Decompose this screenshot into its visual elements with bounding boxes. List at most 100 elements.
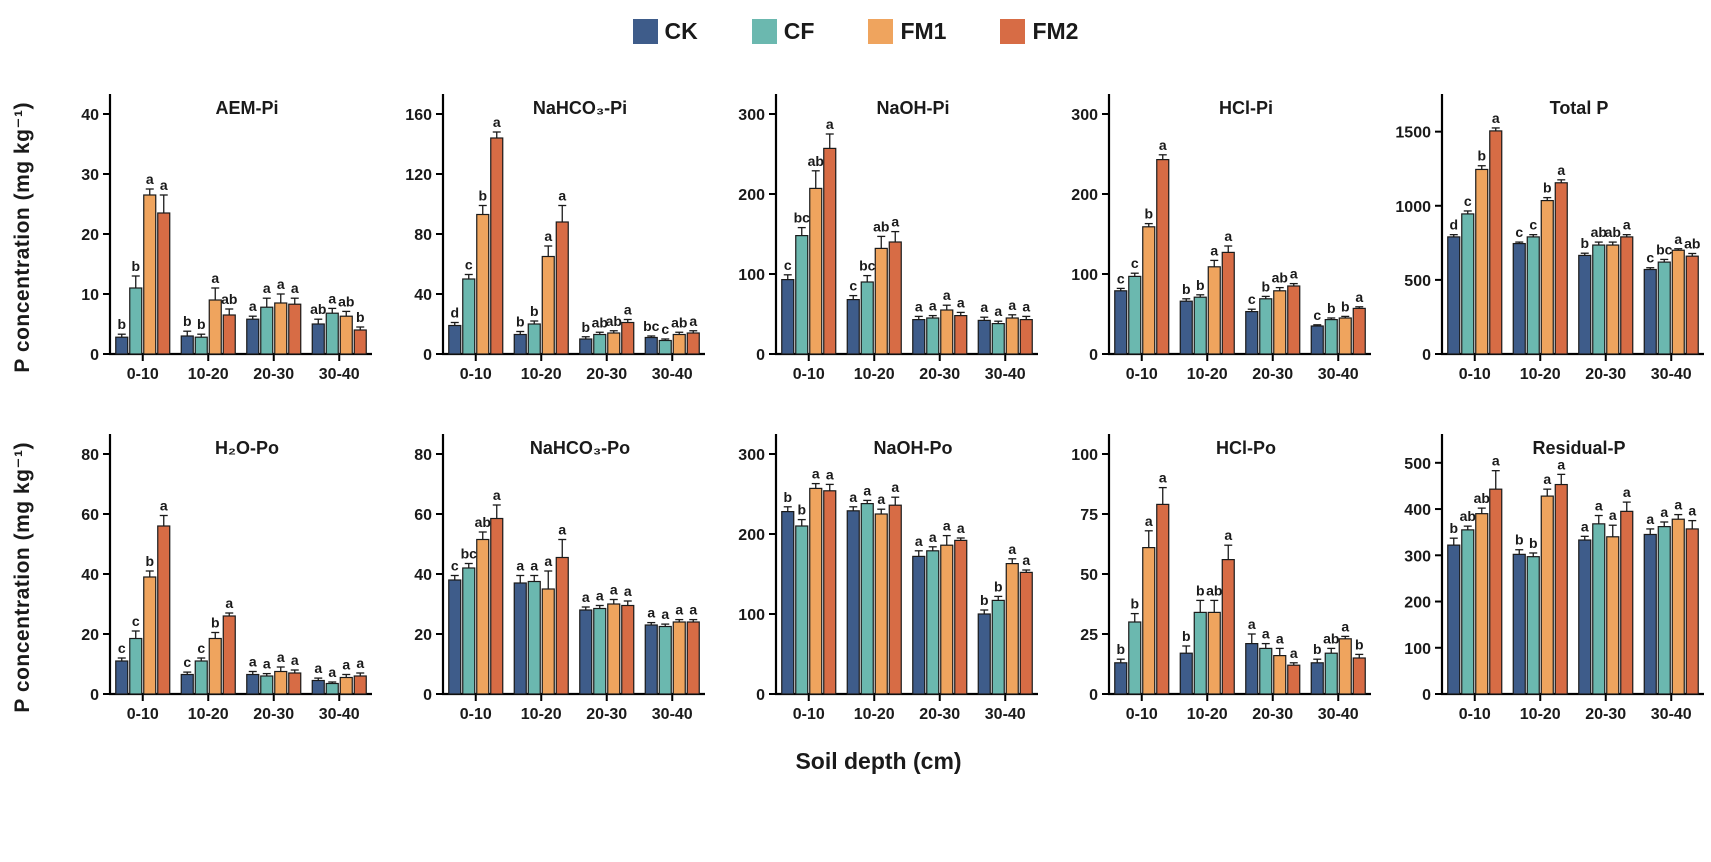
x-tick-label: 30-40: [319, 366, 360, 383]
sig-letter: b: [1196, 582, 1205, 598]
y-axis-title: P concentration (mg kg⁻¹): [0, 412, 46, 742]
bar-CF-0-10: [1128, 621, 1142, 695]
y-tick-label: 60: [414, 507, 432, 524]
sig-letter: a: [544, 228, 552, 244]
y-tick-label: 80: [414, 227, 432, 244]
y-tick-label: 20: [81, 627, 99, 644]
bar-FM2-30-40: [686, 621, 700, 695]
y-tick-label: 300: [1404, 548, 1431, 565]
bar-CK-0-10: [1114, 290, 1128, 355]
panel-holder-Total-P: 0 500 1000 1500 Total P 0-10 d c b a 10-20 c c b a 20-3…: [1378, 72, 1711, 402]
legend-label: CK: [664, 17, 698, 44]
bar-CK-20-30: [1245, 311, 1259, 355]
sig-letter: a: [943, 287, 951, 303]
bar-CK-30-40: [1643, 268, 1657, 355]
y-tick-label: 400: [1404, 502, 1431, 519]
panel-holder-NaOH-Pi: 0 100 200 300 NaOH-Pi 0-10 c bc ab a 10-20 c bc ab a 20…: [712, 72, 1045, 402]
bar-CF-0-10: [1128, 275, 1142, 355]
x-tick-label: 30-40: [1651, 366, 1692, 383]
sig-letter: a: [516, 558, 524, 574]
sig-letter: a: [328, 664, 336, 680]
panel-title: HCl-Pi: [1219, 98, 1273, 118]
sig-letter: b: [994, 578, 1003, 594]
x-tick-label: 20-30: [1585, 366, 1626, 383]
bar-FM1-10-20: [1207, 611, 1221, 695]
x-tick-label: 20-30: [1585, 706, 1626, 723]
sig-letter: a: [1159, 470, 1167, 486]
sig-letter: a: [1145, 513, 1153, 529]
panel-title: NaOH-Pi: [876, 98, 949, 118]
sig-letter: a: [1341, 618, 1349, 634]
bar-FM1-10-20: [541, 255, 555, 355]
bar-FM1-10-20: [874, 513, 888, 695]
y-tick-label: 75: [1080, 507, 1098, 524]
y-tick-label: 1500: [1395, 125, 1431, 142]
sig-letter: a: [1262, 626, 1270, 642]
legend-swatch-icon: [1000, 18, 1026, 44]
sig-letter: b: [478, 188, 487, 204]
bar-FM2-20-30: [621, 604, 635, 695]
y-axis-title-text: P concentration (mg kg⁻¹): [11, 101, 34, 373]
x-tick-label: 10-20: [1187, 366, 1228, 383]
bar-FM1-20-30: [274, 670, 288, 695]
y-tick-label: 160: [405, 107, 432, 124]
bar-FM1-0-10: [1475, 168, 1489, 355]
y-tick-label: 300: [738, 107, 765, 124]
bar-FM2-0-10: [1156, 503, 1170, 695]
bar-FM1-20-30: [1273, 655, 1287, 695]
bar-FM1-20-30: [607, 603, 621, 695]
sig-letter: a: [877, 491, 885, 507]
y-tick-label: 200: [738, 527, 765, 544]
panels-row-1: 0 10 20 30 40 AEM-Pi 0-10 b b a a 10-20 b b a ab 20-30 a a…: [46, 72, 1711, 402]
y-tick-label: 100: [738, 607, 765, 624]
sig-letter: b: [516, 314, 525, 330]
x-tick-label: 20-30: [919, 706, 960, 723]
x-tick-label: 10-20: [188, 366, 229, 383]
sig-letter: c: [661, 321, 669, 337]
sig-letter: b: [197, 316, 206, 332]
y-tick-label: 40: [414, 287, 432, 304]
legend-swatch-icon: [751, 18, 777, 44]
bar-FM1-0-10: [809, 187, 823, 355]
sig-letter: a: [980, 299, 988, 315]
sig-letter: c: [1117, 270, 1125, 286]
bar-CK-10-20: [513, 582, 527, 695]
bar-CF-0-10: [129, 287, 143, 355]
panel-holder-AEM-Pi: 0 10 20 30 40 AEM-Pi 0-10 b b a a 10-20 b b a ab 20-30 a a…: [46, 72, 379, 402]
sig-letter: a: [826, 466, 834, 482]
sig-letter: a: [624, 583, 632, 599]
bar-FM2-10-20: [888, 241, 902, 355]
x-tick-label: 0-10: [460, 706, 492, 723]
sig-letter: ab: [1474, 490, 1490, 506]
bar-CK-0-10: [448, 324, 462, 355]
sig-letter: b: [1313, 641, 1322, 657]
y-tick-label: 120: [405, 167, 432, 184]
sig-letter: c: [1515, 224, 1523, 240]
bar-FM2-0-10: [1489, 488, 1503, 695]
sig-letter: a: [1210, 242, 1218, 258]
y-tick-label: 500: [1404, 456, 1431, 473]
sig-letter: a: [160, 177, 168, 193]
y-axis-title-text: P concentration (mg kg⁻¹): [11, 441, 34, 713]
y-tick-label: 40: [414, 567, 432, 584]
sig-letter: b: [1116, 641, 1125, 657]
bar-CF-20-30: [593, 607, 607, 695]
sig-letter: a: [1543, 471, 1551, 487]
legend-swatch-icon: [632, 18, 658, 44]
y-tick-label: 40: [81, 567, 99, 584]
bar-FM1-10-20: [541, 588, 555, 695]
y-tick-label: 1000: [1395, 199, 1431, 216]
sig-letter: b: [183, 313, 192, 329]
sig-letter: a: [610, 582, 618, 598]
sig-letter: a: [277, 649, 285, 665]
y-tick-label: 20: [81, 227, 99, 244]
bar-CF-0-10: [795, 235, 809, 355]
panel-holder-H₂O-Po: 0 20 40 60 80 H₂O-Po 0-10 c c b a 10-20 c c b a 20-30 a a a…: [46, 412, 379, 742]
sig-letter: ab: [338, 293, 354, 309]
bar-CF-10-20: [1526, 556, 1540, 695]
bar-CK-10-20: [180, 673, 194, 695]
sig-letter: a: [1022, 298, 1030, 314]
sig-letter: bc: [1656, 241, 1673, 257]
bar-CK-0-10: [1114, 662, 1128, 695]
